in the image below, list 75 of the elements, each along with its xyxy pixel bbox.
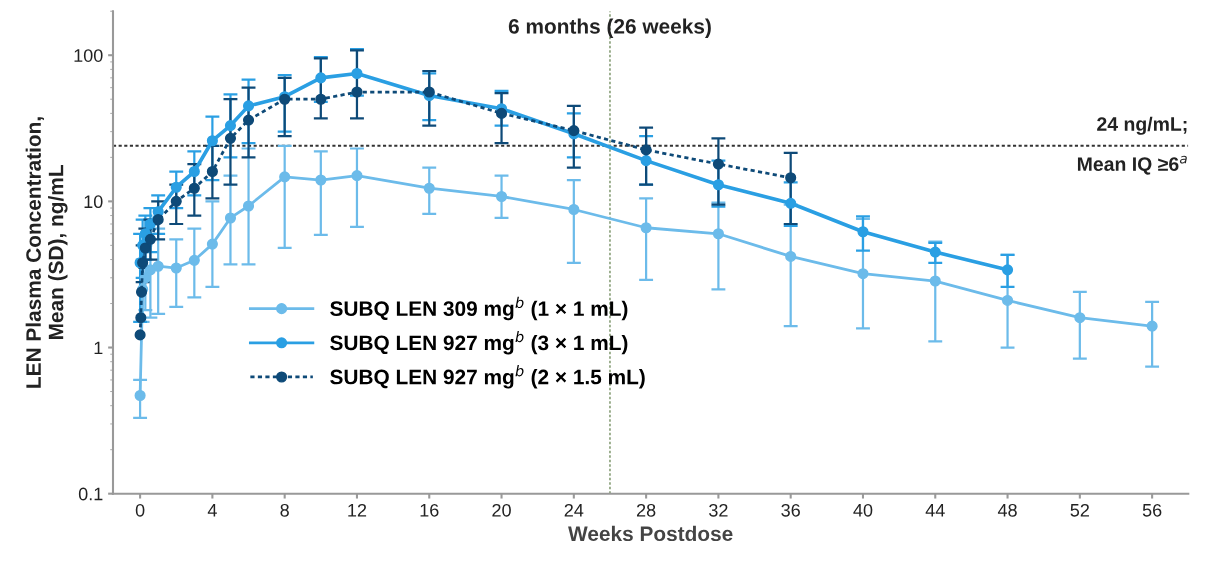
x-tick-label: 28 <box>636 503 656 517</box>
legend-label: SUBQ LEN 309 mg$^{b}$ (1 × 1 mL) <box>330 296 628 321</box>
x-tick-label: 24 <box>564 503 584 517</box>
x-tick-label: 52 <box>1070 503 1089 517</box>
point <box>351 67 363 80</box>
x-axis-title: Weeks Postdose <box>568 525 733 542</box>
point <box>640 155 652 167</box>
point <box>1146 320 1158 332</box>
point <box>712 158 724 170</box>
ref-line-label: 6 months (26 weeks) <box>508 18 711 38</box>
point <box>785 197 797 209</box>
point <box>242 200 255 212</box>
legend-label: SUBQ LEN 927 mg$^{b}$ (3 × 1 mL) <box>330 330 628 355</box>
point <box>279 171 291 183</box>
x-tick-label: 12 <box>348 503 367 517</box>
x-tick-label: 56 <box>1142 503 1162 517</box>
point <box>857 268 869 280</box>
point <box>144 233 156 245</box>
x-tick-label: 4 <box>207 504 217 517</box>
point <box>1001 264 1014 276</box>
x-tick-label: 44 <box>925 504 945 517</box>
point <box>351 170 363 182</box>
point <box>315 93 327 105</box>
point <box>640 222 652 234</box>
point <box>351 86 363 98</box>
point <box>206 238 218 250</box>
point <box>712 179 724 191</box>
point <box>224 120 237 132</box>
point <box>188 182 200 194</box>
y-axis-title: LEN Plasma Concentration, Mean (SD), ng/mL <box>25 117 68 388</box>
legend-label: SUBQ LEN 927 mg$^{b}$ (2 × 1.5 mL) <box>330 365 645 389</box>
point <box>188 254 200 266</box>
point <box>224 132 237 144</box>
x-tick-label: 48 <box>997 503 1017 517</box>
point <box>315 174 327 186</box>
point <box>224 212 237 224</box>
point <box>929 275 941 287</box>
point <box>785 250 797 262</box>
y-tick-label: 10 <box>84 195 103 209</box>
point <box>242 100 255 112</box>
y-tick-label: 1 <box>94 341 103 355</box>
point <box>423 182 435 194</box>
point <box>857 226 869 238</box>
x-tick-label: 20 <box>492 503 511 517</box>
point <box>170 195 182 207</box>
x-tick-label: 32 <box>709 503 728 517</box>
point <box>495 190 508 203</box>
point <box>242 114 255 126</box>
y-tick-label: 100 <box>74 49 103 62</box>
point <box>495 107 508 119</box>
point <box>568 203 580 216</box>
ref-line-label: 24 ng/mL; Mean IQ ≥6$^{a}$ <box>1077 116 1187 175</box>
x-tick-label: 0 <box>135 503 145 517</box>
y-tick-label: 0.1 <box>78 487 103 501</box>
point <box>640 144 652 156</box>
point <box>134 329 146 341</box>
point <box>170 181 182 193</box>
point <box>1074 312 1086 324</box>
point <box>170 262 182 274</box>
point <box>188 165 200 178</box>
point <box>315 72 327 84</box>
point <box>929 246 941 258</box>
point <box>134 389 146 402</box>
point <box>785 172 797 184</box>
point <box>1001 294 1014 306</box>
point <box>423 86 435 98</box>
x-tick-label: 40 <box>853 503 873 517</box>
point <box>712 228 724 240</box>
x-tick-label: 36 <box>781 503 800 517</box>
point <box>206 165 218 178</box>
x-tick-label: 16 <box>420 503 439 517</box>
x-tick-label: 8 <box>280 503 289 517</box>
point <box>152 214 164 226</box>
point <box>206 135 218 147</box>
point <box>152 260 164 272</box>
